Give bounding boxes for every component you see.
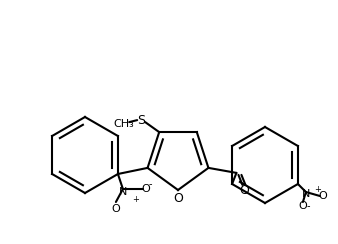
Text: O: O [298, 201, 307, 211]
Text: O: O [318, 191, 327, 201]
Text: +: + [314, 184, 321, 193]
Text: O: O [240, 184, 249, 197]
Text: N: N [119, 187, 127, 197]
Text: -: - [306, 201, 310, 211]
Text: S: S [137, 114, 145, 127]
Text: -: - [148, 179, 152, 189]
Text: O: O [173, 192, 183, 204]
Text: O: O [142, 184, 150, 194]
Text: CH₃: CH₃ [114, 119, 135, 129]
Text: O: O [112, 204, 120, 214]
Text: N: N [302, 189, 310, 199]
Text: +: + [132, 194, 139, 203]
